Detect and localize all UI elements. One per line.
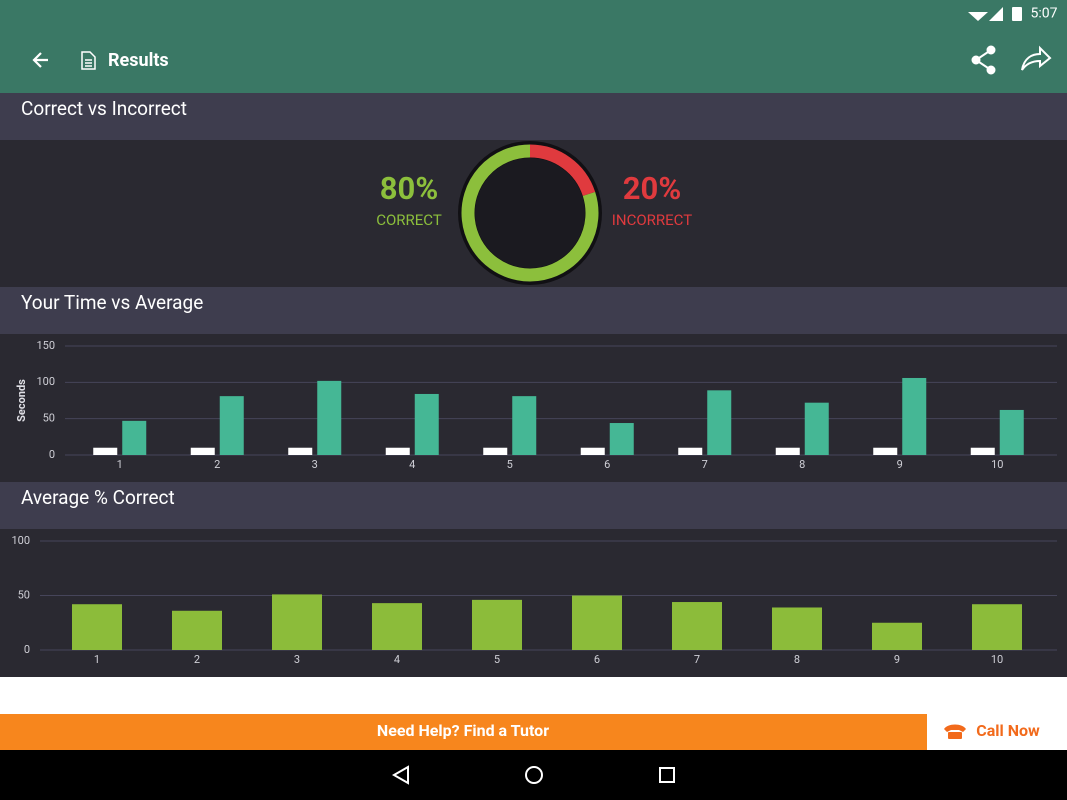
- x-tick-label: 6: [594, 653, 600, 666]
- bar: [672, 602, 722, 650]
- x-tick-label: 5: [507, 458, 513, 471]
- x-tick-label: 9: [897, 458, 903, 471]
- bar: [72, 604, 122, 650]
- x-tick-label: 1: [94, 653, 100, 666]
- y-tick-label: 0: [24, 643, 30, 656]
- bar: [372, 603, 422, 650]
- category-label: CORRECT: [376, 211, 442, 229]
- nav-recents[interactable]: [659, 767, 675, 783]
- phone-icon: [944, 724, 966, 739]
- bar: [512, 396, 537, 455]
- x-tick-label: 8: [799, 458, 805, 471]
- y-tick-label: 0: [49, 448, 55, 461]
- nav-back[interactable]: [391, 765, 409, 785]
- x-tick-label: 9: [894, 653, 900, 666]
- app-title: Results: [108, 50, 169, 71]
- bar: [873, 447, 898, 455]
- bar: [707, 390, 732, 455]
- bar: [190, 447, 215, 455]
- x-tick-label: 4: [394, 653, 400, 666]
- section-header: [0, 93, 1067, 140]
- call-now-text: Call Now: [976, 721, 1040, 740]
- bar: [970, 447, 995, 455]
- percent-label: 20%: [623, 170, 682, 207]
- x-tick-label: 1: [117, 458, 123, 471]
- x-tick-label: 7: [694, 653, 700, 666]
- y-tick-label: 150: [36, 339, 55, 352]
- bar: [219, 396, 244, 455]
- nav-bar: [0, 750, 1067, 800]
- x-tick-label: 10: [991, 458, 1003, 471]
- donut-segment: [529, 144, 596, 197]
- bar: [172, 610, 222, 650]
- section-title: Correct vs Incorrect: [21, 97, 187, 120]
- bar: [572, 595, 622, 650]
- x-tick-label: 3: [294, 653, 300, 666]
- share-button[interactable]: [971, 45, 996, 75]
- x-tick-label: 10: [991, 653, 1003, 666]
- bar: [902, 377, 927, 455]
- section-header: [0, 482, 1067, 529]
- bar: [609, 423, 634, 455]
- bar: [678, 447, 703, 455]
- bar: [483, 447, 508, 455]
- forward-button[interactable]: [1021, 45, 1052, 71]
- donut-segment: [461, 144, 599, 282]
- y-tick-label: 100: [11, 534, 30, 547]
- back-button[interactable]: [32, 52, 48, 68]
- section-header: [0, 287, 1067, 334]
- bar: [272, 594, 322, 650]
- y-tick-label: 100: [36, 375, 55, 388]
- x-tick-label: 4: [409, 458, 415, 471]
- bar: [999, 409, 1024, 455]
- x-tick-label: 5: [494, 653, 500, 666]
- document-icon: [81, 51, 96, 70]
- bar: [385, 447, 410, 455]
- tutor-banner[interactable]: [0, 714, 927, 750]
- bar: [580, 447, 605, 455]
- category-label: INCORRECT: [612, 211, 692, 229]
- status-icons: [968, 7, 1022, 21]
- y-tick-label: 50: [18, 588, 30, 601]
- x-tick-label: 8: [794, 653, 800, 666]
- bar: [317, 380, 342, 455]
- bar: [972, 604, 1022, 650]
- app-bar: [0, 0, 1067, 93]
- x-tick-label: 6: [604, 458, 610, 471]
- percent-label: 80%: [380, 170, 439, 207]
- bar: [772, 607, 822, 650]
- x-tick-label: 2: [194, 653, 200, 666]
- y-axis-label: Seconds: [15, 379, 28, 422]
- x-tick-label: 7: [702, 458, 708, 471]
- section-title: Your Time vs Average: [21, 291, 203, 314]
- x-tick-label: 3: [312, 458, 318, 471]
- y-tick-label: 50: [43, 412, 55, 425]
- x-tick-label: 2: [214, 458, 220, 471]
- bar: [122, 420, 147, 455]
- status-time: 5:07: [1031, 6, 1058, 22]
- nav-home[interactable]: [525, 766, 543, 784]
- section-title: Average % Correct: [21, 486, 175, 509]
- bar: [775, 447, 800, 455]
- bar: [472, 599, 522, 650]
- bar: [414, 393, 439, 455]
- bar: [804, 402, 829, 455]
- section-body: [0, 529, 1067, 677]
- bar: [872, 622, 922, 650]
- donut-hole: [475, 158, 585, 268]
- bar: [288, 447, 313, 455]
- banner-text: Need Help? Find a Tutor: [377, 721, 549, 740]
- bar: [93, 447, 118, 455]
